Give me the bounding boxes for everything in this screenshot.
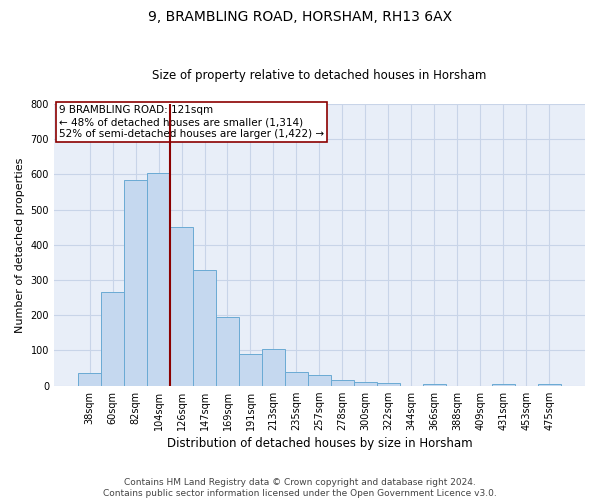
X-axis label: Distribution of detached houses by size in Horsham: Distribution of detached houses by size … bbox=[167, 437, 472, 450]
Bar bbox=[78, 372, 101, 386]
Bar bbox=[538, 384, 561, 386]
Text: 9 BRAMBLING ROAD: 121sqm
← 48% of detached houses are smaller (1,314)
52% of sem: 9 BRAMBLING ROAD: 121sqm ← 48% of detach… bbox=[59, 106, 325, 138]
Bar bbox=[101, 292, 124, 386]
Bar bbox=[124, 180, 147, 386]
Bar bbox=[331, 380, 354, 386]
Bar bbox=[492, 384, 515, 386]
Bar bbox=[216, 317, 239, 386]
Text: Contains HM Land Registry data © Crown copyright and database right 2024.
Contai: Contains HM Land Registry data © Crown c… bbox=[103, 478, 497, 498]
Text: 9, BRAMBLING ROAD, HORSHAM, RH13 6AX: 9, BRAMBLING ROAD, HORSHAM, RH13 6AX bbox=[148, 10, 452, 24]
Y-axis label: Number of detached properties: Number of detached properties bbox=[15, 157, 25, 332]
Bar bbox=[262, 350, 285, 386]
Bar bbox=[239, 354, 262, 386]
Bar bbox=[147, 172, 170, 386]
Title: Size of property relative to detached houses in Horsham: Size of property relative to detached ho… bbox=[152, 69, 487, 82]
Bar bbox=[308, 375, 331, 386]
Bar bbox=[170, 227, 193, 386]
Bar bbox=[285, 372, 308, 386]
Bar bbox=[354, 382, 377, 386]
Bar bbox=[193, 270, 216, 386]
Bar bbox=[423, 384, 446, 386]
Bar bbox=[377, 382, 400, 386]
